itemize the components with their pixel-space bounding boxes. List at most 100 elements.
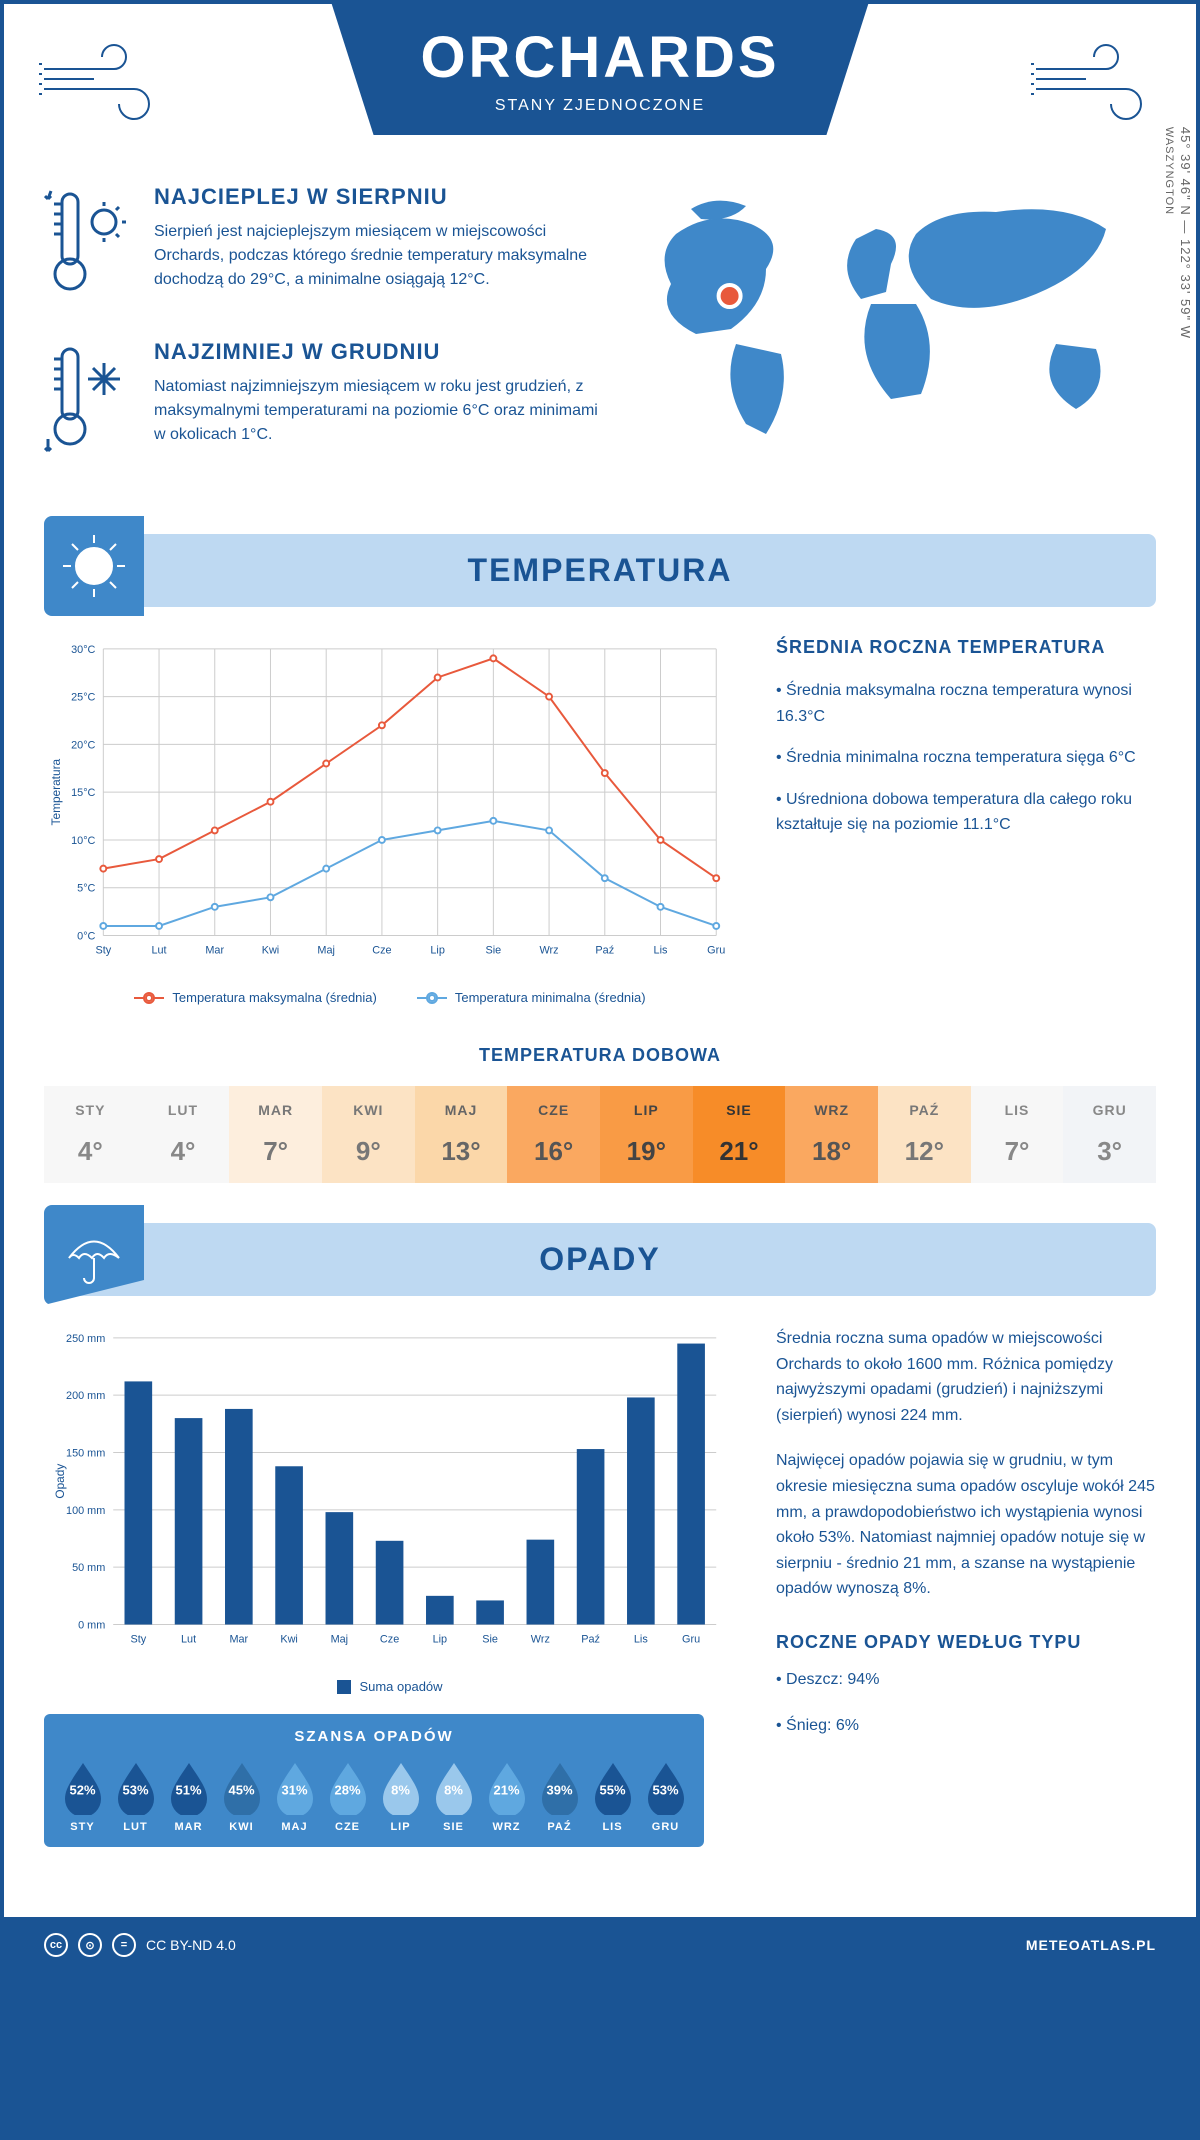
temp-cell: SIE21° — [693, 1086, 786, 1183]
precipitation-chart: 0 mm50 mm100 mm150 mm200 mm250 mmStyLutM… — [44, 1326, 736, 1847]
svg-text:Lis: Lis — [654, 944, 668, 956]
chance-drop: 53%GRU — [641, 1759, 690, 1833]
temperature-info: ŚREDNIA ROCZNA TEMPERATURA • Średnia mak… — [776, 637, 1156, 1005]
svg-text:100 mm: 100 mm — [66, 1505, 105, 1517]
license: cc ⊙ = CC BY-ND 4.0 — [44, 1933, 236, 1957]
chance-drop: 28%CZE — [323, 1759, 372, 1833]
wind-icon — [34, 34, 174, 134]
svg-text:Kwi: Kwi — [262, 944, 280, 956]
license-text: CC BY-ND 4.0 — [146, 1937, 236, 1953]
chance-drop: 45%KWI — [217, 1759, 266, 1833]
svg-text:Wrz: Wrz — [531, 1633, 550, 1645]
page-subtitle: STANY ZJEDNOCZONE — [420, 97, 779, 115]
svg-text:Mar: Mar — [205, 944, 224, 956]
svg-text:Lut: Lut — [151, 944, 166, 956]
svg-text:Cze: Cze — [372, 944, 391, 956]
svg-text:Cze: Cze — [380, 1633, 399, 1645]
temp-cell: STY4° — [44, 1086, 137, 1183]
intro-cold: NAJZIMNIEJ W GRUDNIU Natomiast najzimnie… — [44, 339, 606, 464]
temp-cell: MAR7° — [229, 1086, 322, 1183]
svg-text:50 mm: 50 mm — [72, 1562, 105, 1574]
precip-p2: Najwięcej opadów pojawia się w grudniu, … — [776, 1448, 1156, 1602]
svg-text:Lip: Lip — [433, 1633, 448, 1645]
precipitation-header: OPADY — [44, 1223, 1156, 1296]
svg-text:Paź: Paź — [581, 1633, 600, 1645]
chance-drop: 21%WRZ — [482, 1759, 531, 1833]
temp-cell: LIS7° — [971, 1086, 1064, 1183]
temp-bullet: • Średnia minimalna roczna temperatura s… — [776, 745, 1156, 771]
temp-cell: LUT4° — [137, 1086, 230, 1183]
svg-text:Gru: Gru — [682, 1633, 700, 1645]
precip-bytype-item: • Deszcz: 94% — [776, 1667, 1156, 1693]
intro-hot-text: Sierpień jest najcieplejszym miesiącem w… — [154, 220, 606, 292]
precip-legend-label: Suma opadów — [359, 1679, 442, 1694]
svg-text:Lis: Lis — [634, 1633, 648, 1645]
legend-item: .legend-swatch::before{border-color:inhe… — [134, 990, 376, 1005]
svg-text:30°C: 30°C — [71, 644, 95, 656]
svg-text:0 mm: 0 mm — [78, 1619, 105, 1631]
svg-text:25°C: 25°C — [71, 692, 95, 704]
temperature-title: TEMPERATURA — [44, 552, 1156, 589]
intro-hot-title: NAJCIEPLEJ W SIERPNIU — [154, 184, 606, 210]
daily-temperature: TEMPERATURA DOBOWA STY4°LUT4°MAR7°KWI9°M… — [44, 1045, 1156, 1183]
temperature-legend: .legend-swatch::before{border-color:inhe… — [44, 990, 736, 1005]
chance-title: SZANSA OPADÓW — [58, 1728, 690, 1745]
umbrella-icon — [44, 1205, 144, 1305]
temp-cell: LIP19° — [600, 1086, 693, 1183]
svg-text:Lut: Lut — [181, 1633, 196, 1645]
temp-cell: WRZ18° — [785, 1086, 878, 1183]
region-value: WASZYNGTON — [1163, 127, 1175, 215]
svg-text:Maj: Maj — [331, 1633, 349, 1645]
intro-cold-title: NAJZIMNIEJ W GRUDNIU — [154, 339, 606, 365]
svg-text:Paź: Paź — [595, 944, 614, 956]
temperature-header: TEMPERATURA — [44, 534, 1156, 607]
temp-cell: MAJ13° — [415, 1086, 508, 1183]
precip-bytype-title: ROCZNE OPADY WEDŁUG TYPU — [776, 1632, 1156, 1653]
chance-drop: 51%MAR — [164, 1759, 213, 1833]
svg-text:Sie: Sie — [485, 944, 501, 956]
title-banner: ORCHARDS STANY ZJEDNOCZONE — [330, 0, 869, 135]
temp-cell: PAŹ12° — [878, 1086, 971, 1183]
intro-section: NAJCIEPLEJ W SIERPNIU Sierpień jest najc… — [44, 184, 1156, 494]
footer: cc ⊙ = CC BY-ND 4.0 METEOATLAS.PL — [4, 1917, 1196, 1973]
svg-text:200 mm: 200 mm — [66, 1390, 105, 1402]
svg-text:Kwi: Kwi — [280, 1633, 297, 1645]
svg-text:Opady: Opady — [53, 1464, 67, 1499]
coords-value: 45° 39' 46" N — 122° 33' 59" W — [1178, 127, 1193, 339]
intro-hot: NAJCIEPLEJ W SIERPNIU Sierpień jest najc… — [44, 184, 606, 309]
svg-text:Sty: Sty — [130, 1633, 146, 1645]
thermometer-sun-icon — [44, 184, 134, 309]
page: ORCHARDS STANY ZJEDNOCZONE NAJCIEPLEJ W … — [0, 0, 1200, 1977]
svg-text:Wrz: Wrz — [540, 944, 559, 956]
daily-temp-title: TEMPERATURA DOBOWA — [44, 1045, 1156, 1066]
precipitation-chance: SZANSA OPADÓW 52%STY53%LUT51%MAR45%KWI31… — [44, 1714, 704, 1847]
temperature-chart: 0°C5°C10°C15°C20°C25°C30°CStyLutMarKwiMa… — [44, 637, 736, 1005]
chance-drop: 31%MAJ — [270, 1759, 319, 1833]
coordinates: 45° 39' 46" N — 122° 33' 59" W WASZYNGTO… — [1163, 127, 1193, 339]
chance-drop: 53%LUT — [111, 1759, 160, 1833]
chance-drop: 39%PAŹ — [535, 1759, 584, 1833]
svg-text:Sie: Sie — [482, 1633, 498, 1645]
temp-cell: KWI9° — [322, 1086, 415, 1183]
intro-cold-text: Natomiast najzimniejszym miesiącem w rok… — [154, 375, 606, 447]
temp-cell: CZE16° — [507, 1086, 600, 1183]
svg-text:20°C: 20°C — [71, 739, 95, 751]
legend-item: .legend-swatch::before{border-color:inhe… — [417, 990, 646, 1005]
svg-text:5°C: 5°C — [77, 883, 95, 895]
nd-icon: = — [112, 1933, 136, 1957]
wind-icon — [1026, 34, 1166, 134]
site-name: METEOATLAS.PL — [1026, 1937, 1156, 1953]
temp-bullet: • Średnia maksymalna roczna temperatura … — [776, 678, 1156, 729]
precip-bytype-item: • Śnieg: 6% — [776, 1713, 1156, 1739]
cc-icon: cc — [44, 1933, 68, 1957]
svg-text:0°C: 0°C — [77, 930, 95, 942]
temp-cell: GRU3° — [1063, 1086, 1156, 1183]
svg-text:Temperatura: Temperatura — [49, 758, 63, 825]
svg-text:Maj: Maj — [317, 944, 335, 956]
temp-info-title: ŚREDNIA ROCZNA TEMPERATURA — [776, 637, 1156, 658]
temp-bullet: • Uśredniona dobowa temperatura dla całe… — [776, 787, 1156, 838]
precipitation-title: OPADY — [44, 1241, 1156, 1278]
svg-text:Gru: Gru — [707, 944, 725, 956]
page-title: ORCHARDS — [420, 24, 779, 91]
svg-text:Sty: Sty — [95, 944, 111, 956]
